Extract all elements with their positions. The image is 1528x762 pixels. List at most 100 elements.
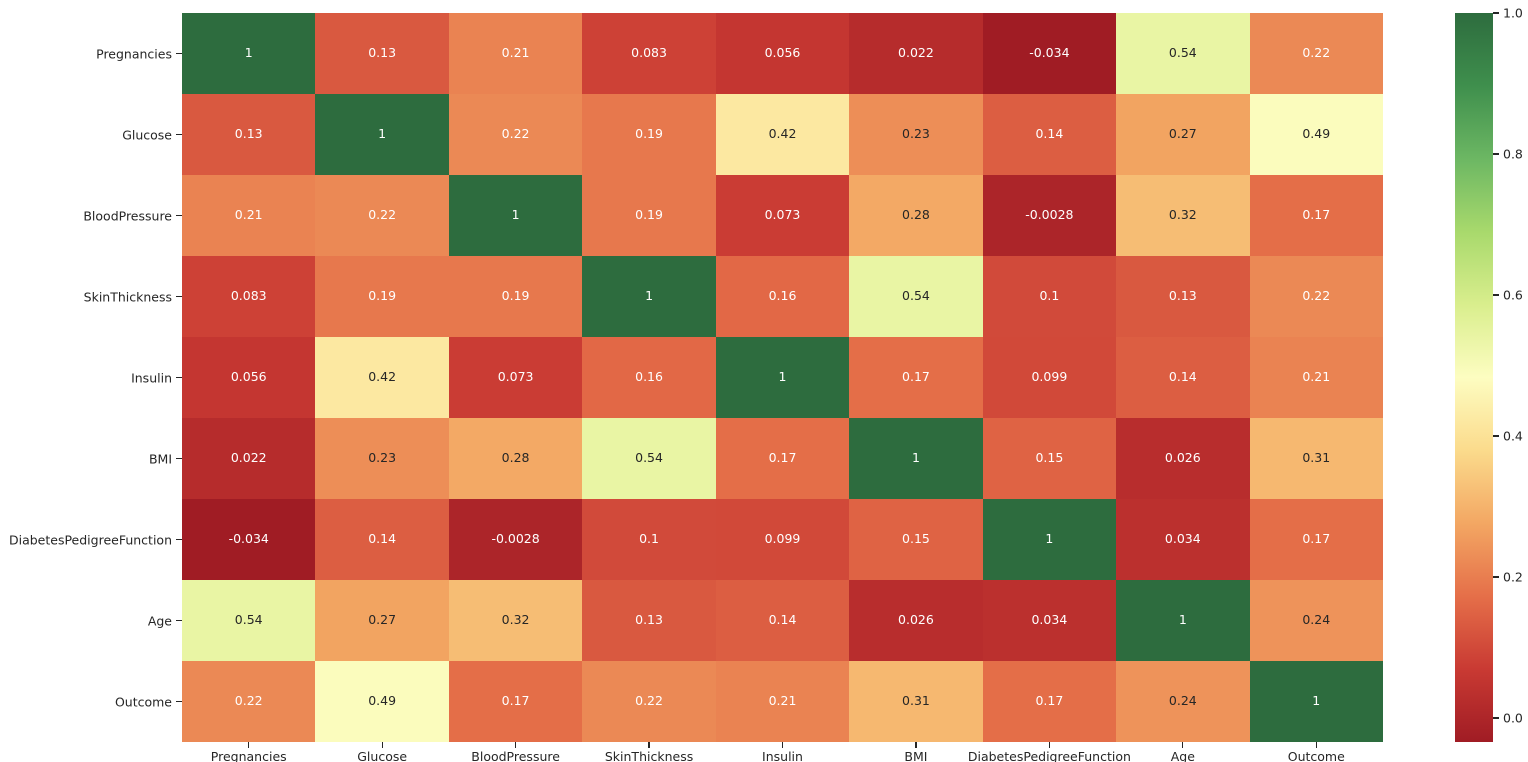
y-tick-mark — [176, 214, 182, 217]
heatmap-cell: 0.17 — [982, 661, 1117, 742]
heatmap-cell: 0.073 — [715, 175, 850, 256]
heatmap-cell: 0.24 — [1116, 661, 1250, 742]
heatmap-cell: 0.19 — [448, 256, 583, 337]
heatmap-cell: 0.32 — [448, 580, 583, 661]
heatmap-cell: 1 — [715, 337, 850, 418]
colorbar-tick-label: 0.6 — [1503, 287, 1523, 303]
y-tick-mark — [176, 457, 182, 460]
y-tick-mark — [176, 700, 182, 703]
heatmap-cell: 0.54 — [1116, 13, 1250, 94]
heatmap-cell: 0.1 — [982, 256, 1117, 337]
heatmap-cell: 0.24 — [1249, 580, 1383, 661]
x-tick-mark — [1182, 742, 1184, 748]
heatmap-cell: 0.17 — [1249, 175, 1383, 256]
heatmap-cell: -0.0028 — [982, 175, 1117, 256]
colorbar-gradient — [1455, 13, 1493, 742]
y-tick-mark — [176, 52, 182, 55]
heatmap-cell: 0.27 — [315, 580, 449, 661]
x-tick-mark — [381, 742, 383, 748]
colorbar-tick-mark — [1493, 717, 1499, 719]
x-axis-label: Age — [1170, 749, 1195, 762]
heatmap-cell: 0.15 — [982, 418, 1117, 499]
heatmap-cell: 0.13 — [582, 580, 716, 661]
heatmap-cell: 0.14 — [1116, 337, 1250, 418]
heatmap-cell: 0.1 — [582, 499, 716, 580]
heatmap-cell: 0.099 — [715, 499, 850, 580]
y-axis-label: Age — [147, 613, 172, 628]
heatmap-cell: 0.21 — [448, 13, 583, 94]
x-tick-mark — [1048, 742, 1050, 748]
x-axis-label: Glucose — [357, 749, 408, 762]
heatmap-cell: 0.083 — [182, 256, 316, 337]
heatmap-cell: 0.31 — [849, 661, 983, 742]
x-axis-label: SkinThickness — [604, 749, 694, 762]
colorbar-tick-label: 0.4 — [1503, 428, 1523, 444]
heatmap-cell: 0.13 — [182, 94, 316, 175]
heatmap-cell: 0.19 — [582, 175, 716, 256]
y-tick-mark — [176, 538, 182, 541]
heatmap-cell: 0.056 — [715, 13, 850, 94]
heatmap-cell: 0.13 — [1116, 256, 1250, 337]
heatmap-cell: 1 — [582, 256, 716, 337]
heatmap-cell: 0.22 — [315, 175, 449, 256]
y-axis-label: Outcome — [114, 694, 172, 709]
heatmap-cell: 0.026 — [1116, 418, 1250, 499]
heatmap-cell: 1 — [1116, 580, 1250, 661]
y-axis-label: SkinThickness — [83, 289, 172, 304]
heatmap-cell: 0.022 — [182, 418, 316, 499]
heatmap-cell: 0.54 — [849, 256, 983, 337]
heatmap-cell: 0.49 — [315, 661, 449, 742]
colorbar-tick-label: 1.0 — [1503, 5, 1523, 21]
heatmap-cell: 0.42 — [715, 94, 850, 175]
heatmap-cell: 0.022 — [849, 13, 983, 94]
heatmap-cell: 0.22 — [448, 94, 583, 175]
y-tick-mark — [176, 295, 182, 298]
heatmap-cell: 0.23 — [849, 94, 983, 175]
heatmap-cell: -0.034 — [982, 13, 1117, 94]
heatmap-cell: 0.22 — [182, 661, 316, 742]
heatmap-cell: 0.056 — [182, 337, 316, 418]
heatmap-cell: 0.42 — [315, 337, 449, 418]
y-tick-mark — [176, 619, 182, 622]
heatmap-cell: 0.54 — [582, 418, 716, 499]
y-tick-mark — [176, 133, 182, 136]
heatmap-cell: 1 — [182, 13, 316, 94]
colorbar-tick-label: 0.0 — [1503, 710, 1523, 726]
heatmap-cell: 0.54 — [182, 580, 316, 661]
heatmap-cell: 0.16 — [582, 337, 716, 418]
heatmap-cell: 0.15 — [849, 499, 983, 580]
heatmap-cell: 0.28 — [849, 175, 983, 256]
heatmap-cell: 0.19 — [582, 94, 716, 175]
heatmap-grid: 1 0.13 0.21 0.083 0.056 0.022 -0.034 0.54 0.22 0.… — [182, 13, 1383, 742]
x-axis-label: BloodPressure — [471, 749, 560, 762]
heatmap-cell: 0.49 — [1249, 94, 1383, 175]
heatmap-cell: 1 — [315, 94, 449, 175]
heatmap-cell: 0.19 — [315, 256, 449, 337]
x-axis-label: Outcome — [1287, 749, 1345, 762]
x-tick-mark — [248, 742, 250, 748]
x-tick-mark — [515, 742, 517, 748]
heatmap-cell: 0.22 — [582, 661, 716, 742]
heatmap-cell: 0.14 — [715, 580, 850, 661]
x-tick-mark — [1315, 742, 1317, 748]
colorbar-tick-mark — [1493, 435, 1499, 437]
heatmap-cell: 0.32 — [1116, 175, 1250, 256]
y-axis-label: DiabetesPedigreeFunction — [8, 532, 172, 547]
heatmap-cell: 0.083 — [582, 13, 716, 94]
heatmap-cell: 0.17 — [1249, 499, 1383, 580]
heatmap-cell: 0.23 — [315, 418, 449, 499]
x-axis-label: Insulin — [762, 749, 803, 762]
heatmap-cell: 0.27 — [1116, 94, 1250, 175]
heatmap-cell: 0.034 — [982, 580, 1117, 661]
heatmap-cell: 0.16 — [715, 256, 850, 337]
x-tick-mark — [648, 742, 650, 748]
colorbar-tick-mark — [1493, 294, 1499, 296]
colorbar-tick-mark — [1493, 153, 1499, 155]
heatmap-cell: 0.17 — [448, 661, 583, 742]
heatmap-cell: 1 — [849, 418, 983, 499]
heatmap-cell: 0.14 — [982, 94, 1117, 175]
heatmap-cell: 0.31 — [1249, 418, 1383, 499]
heatmap-cell: 0.22 — [1249, 13, 1383, 94]
heatmap-cell: 0.14 — [315, 499, 449, 580]
